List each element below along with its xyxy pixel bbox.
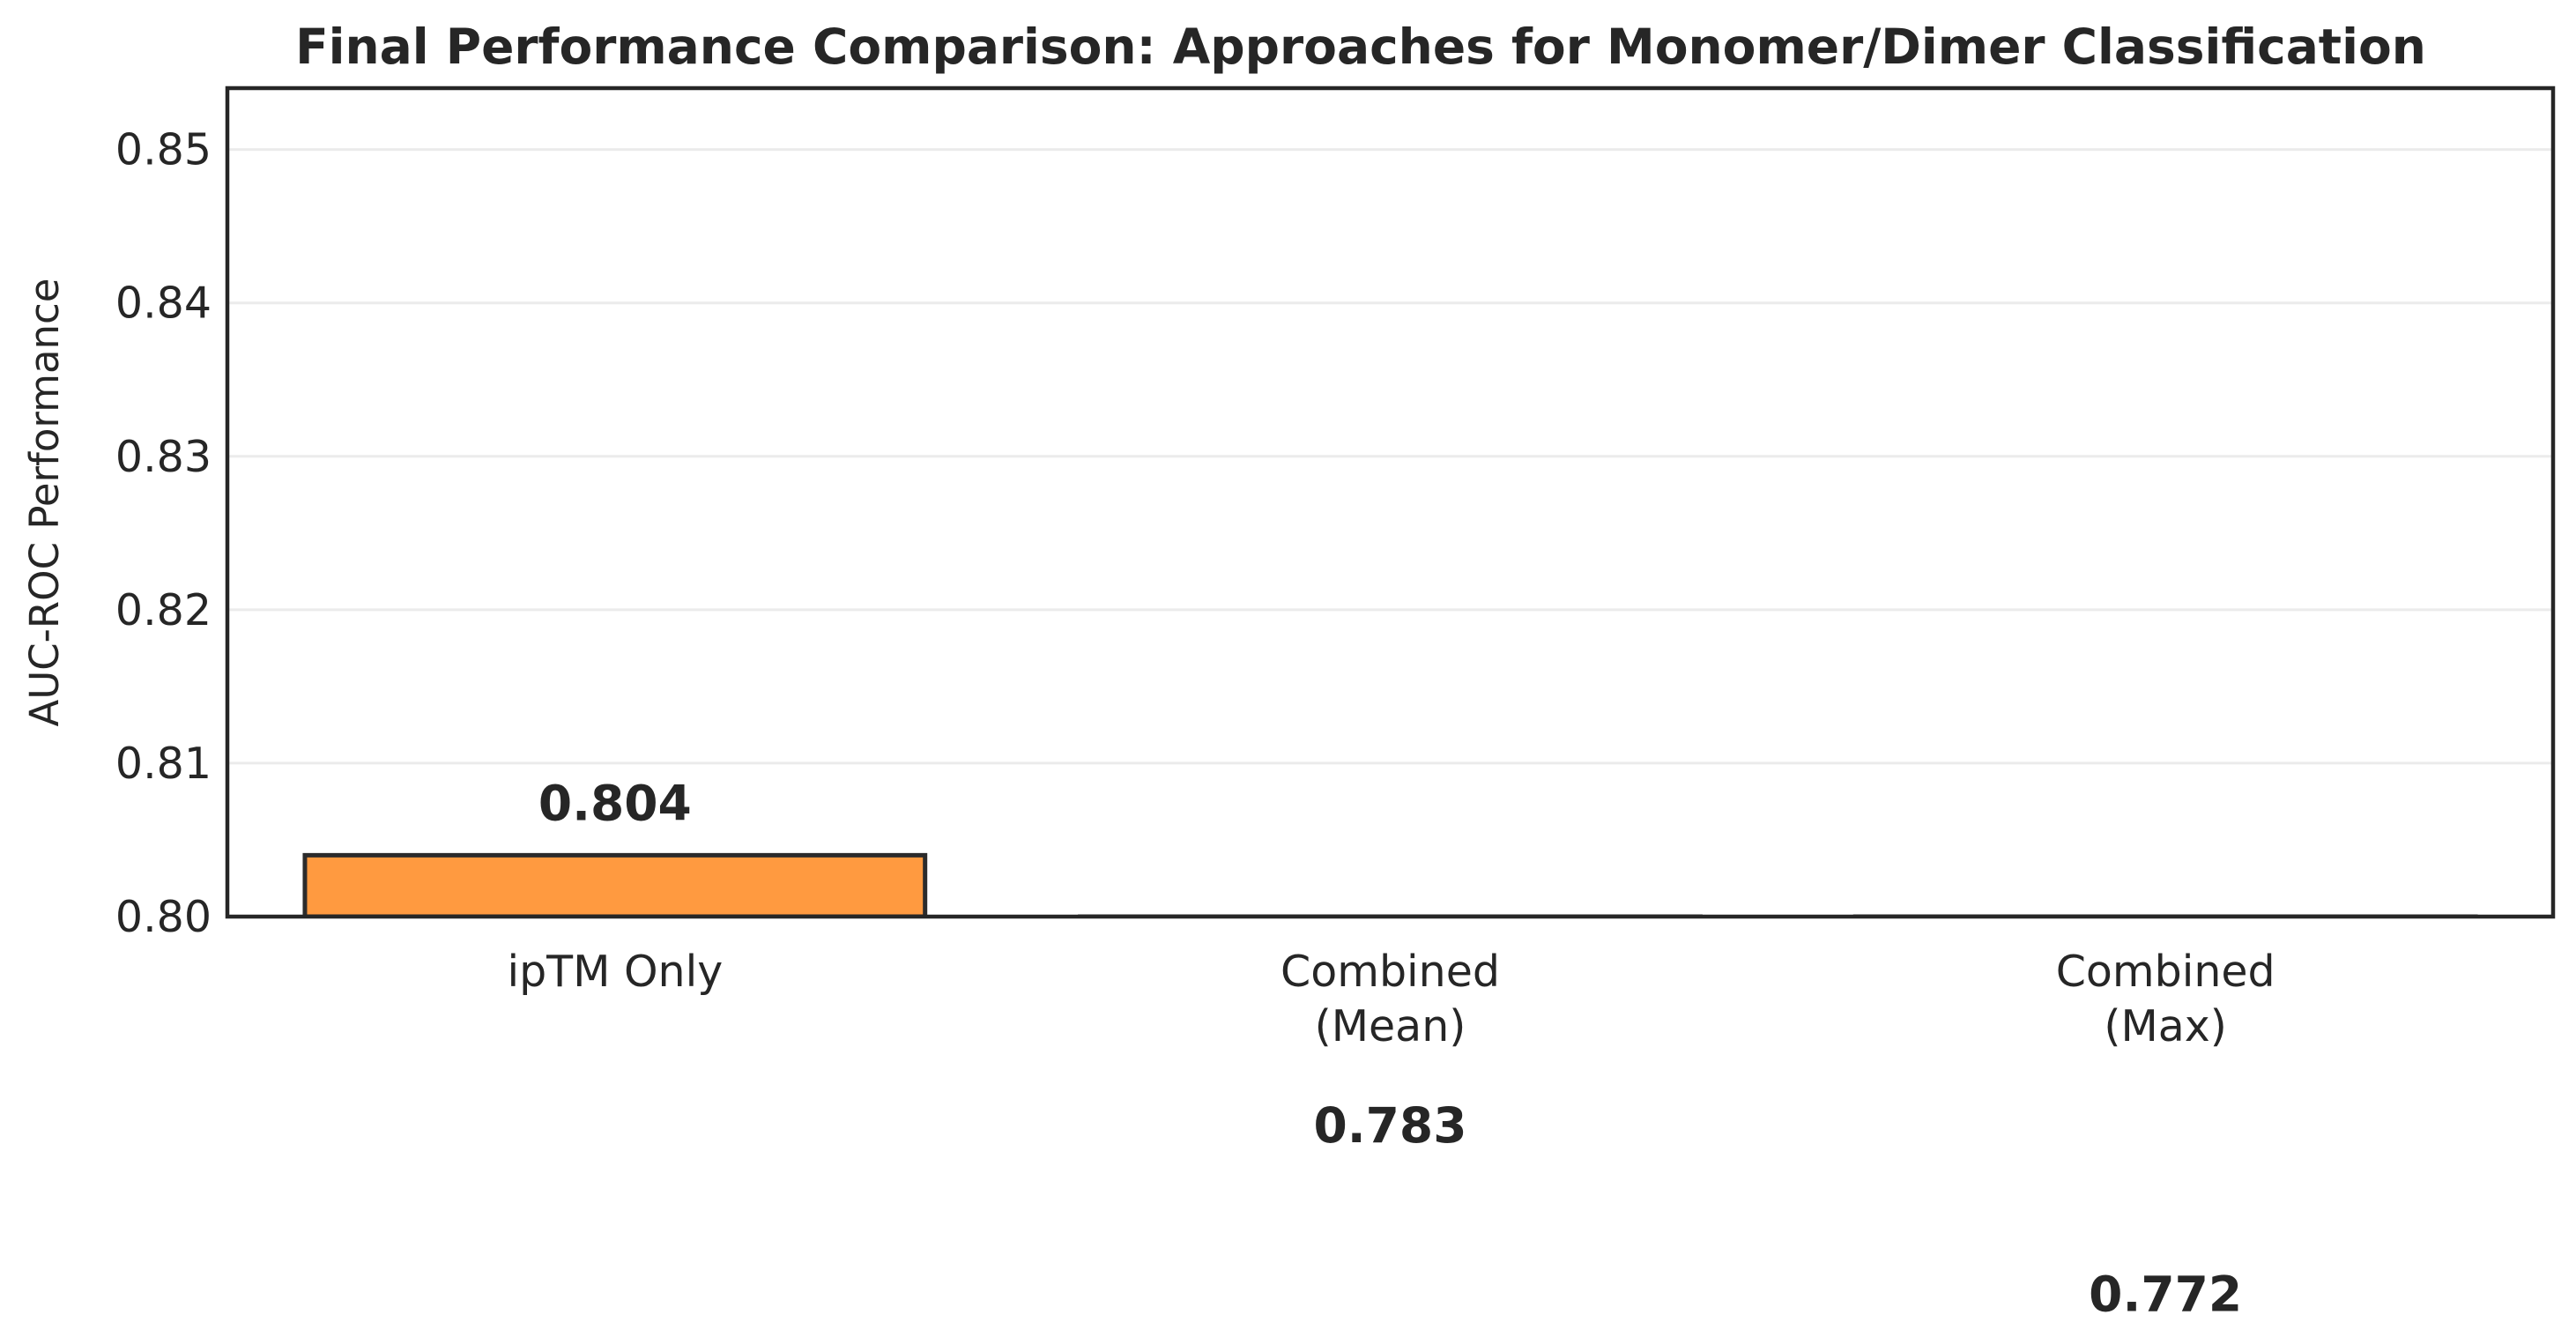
x-category-label: Combined bbox=[1281, 947, 1500, 997]
bar bbox=[302, 852, 928, 917]
value-label: 0.804 bbox=[538, 775, 692, 831]
y-axis-title: AUC-ROC Performance bbox=[21, 279, 68, 727]
y-tick-label: 0.83 bbox=[115, 432, 212, 482]
y-tick-label: 0.82 bbox=[115, 585, 212, 635]
value-label: 0.783 bbox=[1314, 1097, 1467, 1154]
value-label: 0.772 bbox=[2089, 1266, 2242, 1322]
x-category-label: ipTM Only bbox=[507, 947, 723, 997]
y-axis-ticks: 0.80 0.81 0.82 0.83 0.84 0.85 bbox=[115, 125, 212, 942]
y-tick-label: 0.85 bbox=[115, 125, 212, 175]
x-category-label: Combined bbox=[2056, 947, 2275, 997]
bars bbox=[302, 852, 2478, 917]
x-category-label: (Mean) bbox=[1315, 1001, 1466, 1051]
plot-frame bbox=[225, 85, 2556, 919]
y-tick-label: 0.84 bbox=[115, 279, 212, 329]
y-tick-label: 0.81 bbox=[115, 739, 212, 789]
x-axis-categories: ipTM Only Combined(Mean)Combined(Max) bbox=[507, 947, 2275, 1051]
x-category-label: (Max) bbox=[2104, 1001, 2227, 1051]
value-labels: 0.804 0.783 0.772 bbox=[538, 775, 2242, 1322]
chart-title: Final Performance Comparison: Approaches… bbox=[295, 19, 2426, 75]
y-tick-label: 0.80 bbox=[115, 892, 212, 942]
